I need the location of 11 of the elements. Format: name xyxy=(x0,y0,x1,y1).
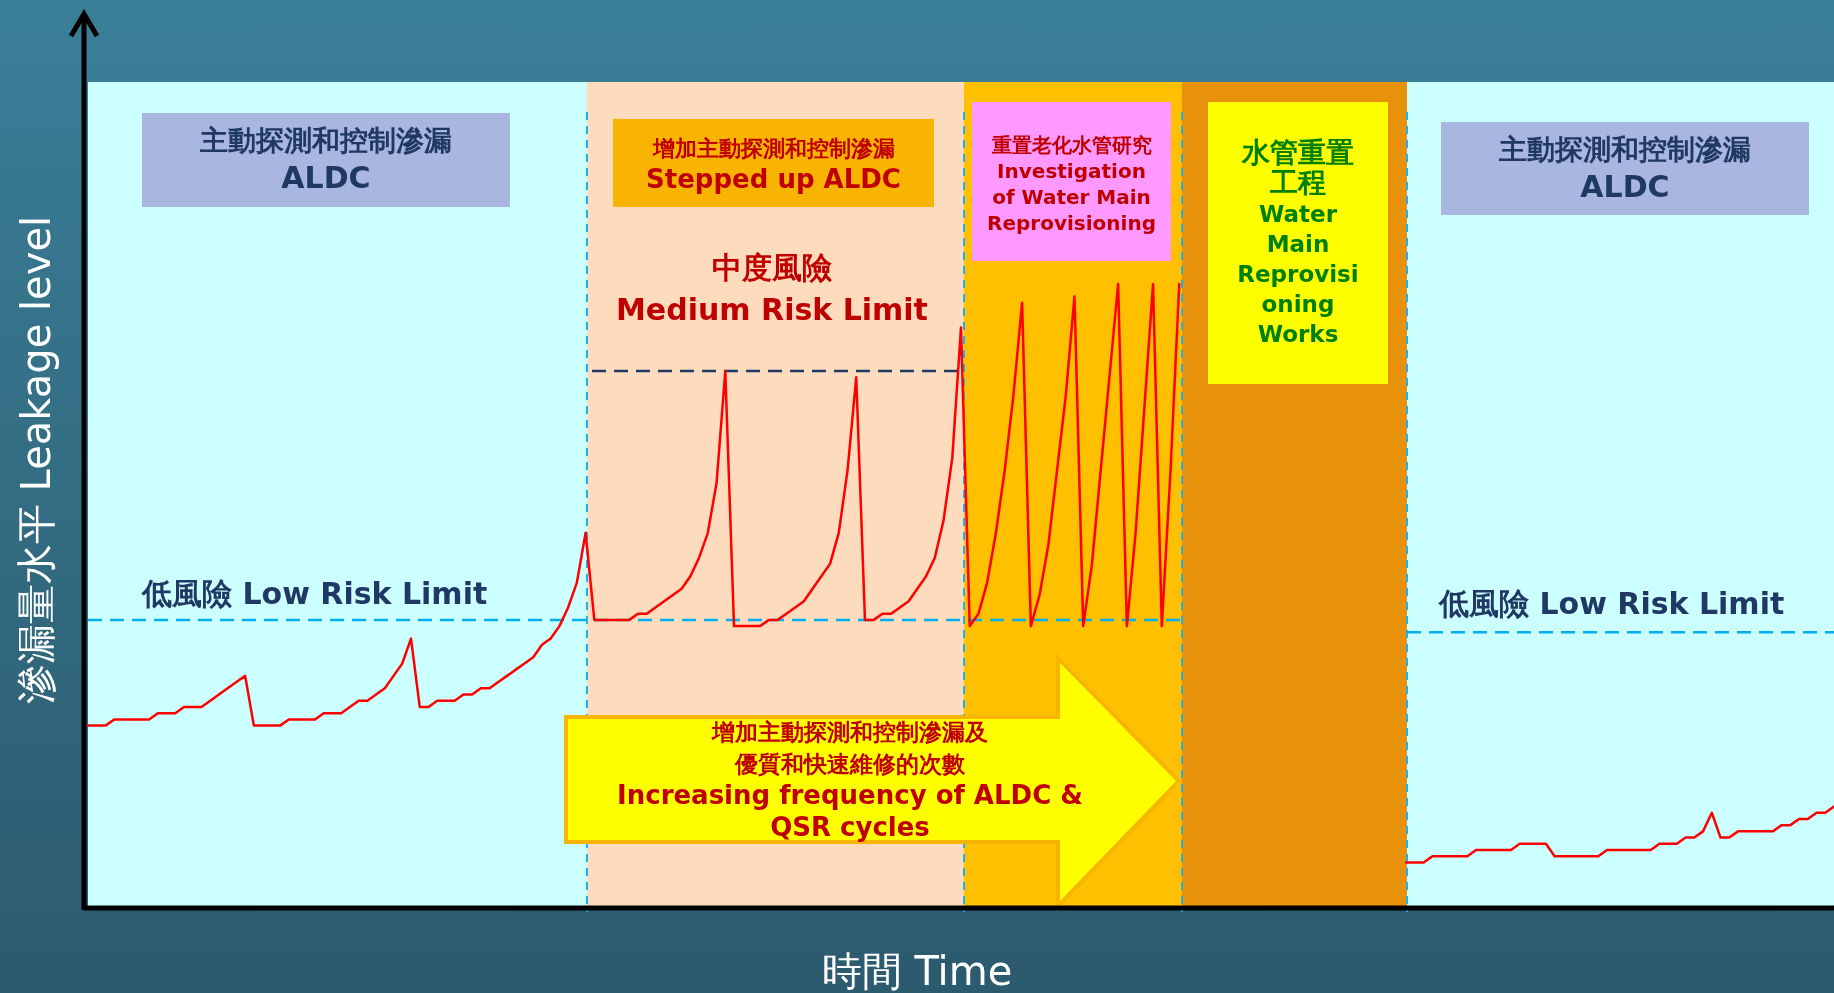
ref-line-label: 低風險 Low Risk Limit xyxy=(1438,586,1785,621)
annotation: 增加主動探測和控制滲漏及優質和快速維修的次數 Increasing frequency of ALDC & QSR cycles xyxy=(617,719,1083,842)
annotation: 水管重置工程 Water Main Reprovisi oning Works xyxy=(1237,136,1359,347)
ref-line-label: 低風險 Low Risk Limit xyxy=(141,576,488,611)
text: 主動探測和控制滲漏 ALDC xyxy=(1498,132,1751,204)
y-axis-title: 滲漏量水平 Leakage level xyxy=(13,215,59,705)
x-axis-title: 時間 Time xyxy=(821,948,1013,993)
text: 增加主動探測和控制滲漏 Stepped up ALDC xyxy=(646,136,901,194)
text: 重置老化水管研究 Investigation of Water Main Reprovisioning xyxy=(987,132,1156,235)
text: 主動探測和控制滲漏 ALDC xyxy=(199,124,452,195)
ref-line-label: 中度風險 Medium Risk Limit xyxy=(616,250,928,327)
